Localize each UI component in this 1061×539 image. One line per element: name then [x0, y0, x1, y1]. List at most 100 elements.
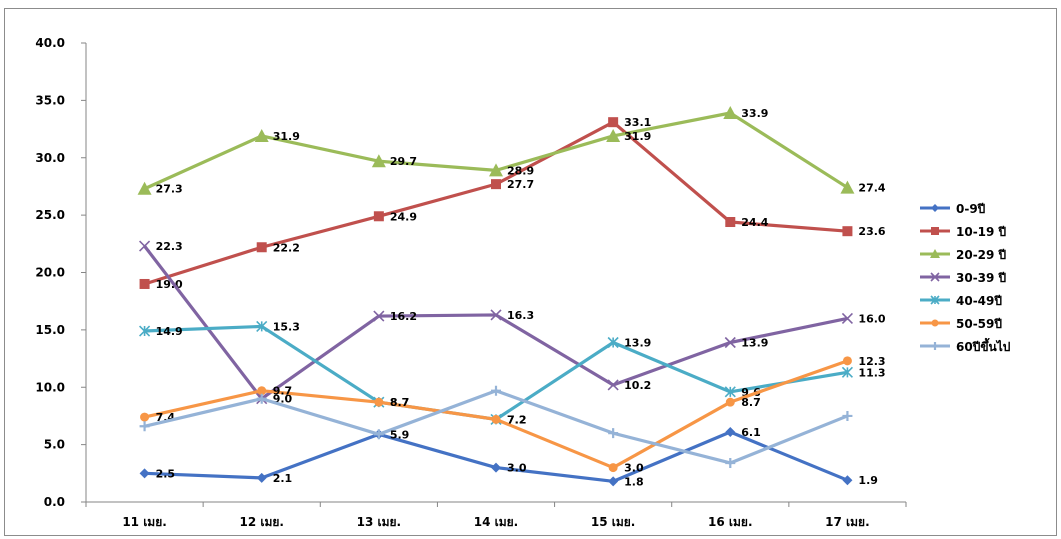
- x-tick-label: 13 เมย.: [357, 515, 401, 529]
- data-point: [842, 475, 853, 486]
- data-point: [489, 163, 503, 177]
- legend-entry: 20-29 ปี: [956, 248, 1007, 262]
- data-label: 27.3: [156, 183, 183, 196]
- data-point: [608, 428, 619, 439]
- data-label: 24.4: [741, 216, 768, 229]
- data-label: 5.9: [390, 428, 410, 441]
- data-point: [256, 393, 267, 404]
- legend-marker: [931, 342, 939, 350]
- legend-entry: 40-49ปี: [956, 294, 1002, 308]
- data-point: [840, 180, 855, 194]
- data-point: [139, 325, 151, 337]
- data-label: 1.8: [624, 475, 644, 488]
- data-point: [491, 414, 501, 424]
- data-point: [256, 320, 268, 332]
- x-tick-label: 16 เมย.: [708, 515, 752, 529]
- data-label: 13.9: [741, 336, 768, 349]
- legend-entry: 30-39 ปี: [956, 271, 1007, 285]
- y-tick-label: 40.0: [35, 36, 65, 50]
- legend-marker: [931, 227, 939, 235]
- data-point: [606, 128, 621, 142]
- data-label: 29.7: [390, 155, 417, 168]
- legend-entry: 50-59ปี: [956, 317, 1002, 331]
- x-tick-label: 12 เมย.: [239, 515, 283, 529]
- data-label: 24.9: [390, 210, 417, 223]
- data-point: [373, 211, 384, 222]
- series-line-2: [143, 111, 849, 191]
- data-point: [608, 463, 618, 473]
- x-tick-label: 17 เมย.: [825, 515, 869, 529]
- y-tick-label: 5.0: [44, 438, 65, 452]
- data-point: [607, 379, 619, 391]
- y-tick-label: 25.0: [35, 208, 65, 222]
- y-tick-label: 20.0: [35, 266, 65, 280]
- data-point: [373, 429, 384, 440]
- data-point: [140, 412, 150, 422]
- data-point: [841, 312, 853, 324]
- y-tick-label: 35.0: [35, 93, 65, 107]
- data-point: [723, 105, 738, 119]
- data-label: 22.2: [273, 241, 300, 254]
- data-point: [842, 410, 853, 421]
- legend-marker: [930, 295, 940, 305]
- series-line-3: [143, 245, 848, 401]
- data-point: [724, 386, 736, 398]
- data-point: [842, 226, 853, 237]
- data-label: 27.4: [858, 182, 885, 195]
- legend-marker: [931, 204, 939, 212]
- data-label: 28.9: [507, 164, 534, 177]
- data-label: 14.9: [156, 325, 183, 338]
- data-point: [137, 181, 152, 195]
- data-label: 33.1: [624, 116, 651, 129]
- data-label: 11.3: [858, 366, 885, 379]
- data-label: 8.7: [741, 396, 761, 409]
- data-point: [842, 356, 852, 366]
- data-point: [725, 397, 735, 407]
- data-label: 16.3: [507, 309, 534, 322]
- legend-entry: 0-9ปี: [956, 202, 986, 216]
- data-label: 3.0: [507, 462, 527, 475]
- data-label: 16.0: [858, 312, 885, 325]
- data-point: [139, 278, 150, 289]
- data-point: [256, 242, 267, 253]
- data-label: 22.3: [156, 240, 183, 253]
- data-label: 27.7: [507, 178, 534, 191]
- data-label: 7.2: [507, 413, 527, 426]
- data-label: 16.2: [390, 310, 417, 323]
- data-point: [725, 427, 736, 438]
- y-tick-label: 15.0: [35, 323, 65, 337]
- data-label: 23.6: [858, 225, 885, 238]
- data-label: 10.2: [624, 379, 651, 392]
- data-point: [491, 462, 501, 473]
- data-label: 8.7: [390, 396, 410, 409]
- x-tick-label: 14 เมย.: [474, 515, 518, 529]
- data-point: [608, 117, 619, 128]
- data-label: 6.1: [741, 426, 761, 439]
- x-tick-label: 15 เมย.: [591, 515, 635, 529]
- data-point: [491, 179, 501, 190]
- legend-entry: 10-19 ปี: [956, 225, 1007, 239]
- data-point: [608, 476, 619, 487]
- data-label: 9.7: [273, 385, 293, 398]
- y-tick-label: 30.0: [35, 151, 65, 165]
- data-label: 7.2: [507, 413, 527, 426]
- data-label: 1.9: [858, 474, 878, 487]
- data-point: [373, 310, 385, 322]
- series-line-1: [144, 120, 848, 286]
- legend-marker: [930, 272, 940, 282]
- data-label: 31.9: [624, 130, 651, 143]
- data-point: [841, 366, 853, 378]
- data-point: [490, 309, 502, 321]
- data-label: 33.9: [741, 107, 768, 120]
- legend-entry: 60ปีขึ้นไป: [956, 337, 1011, 354]
- y-tick-label: 0.0: [44, 495, 65, 509]
- data-label: 3.0: [624, 462, 644, 475]
- data-point: [725, 217, 736, 228]
- data-point: [139, 468, 150, 479]
- data-point: [607, 336, 619, 349]
- data-label: 12.3: [858, 355, 885, 368]
- data-label: 13.9: [624, 336, 651, 349]
- data-point: [254, 128, 269, 142]
- data-label: 31.9: [273, 130, 300, 143]
